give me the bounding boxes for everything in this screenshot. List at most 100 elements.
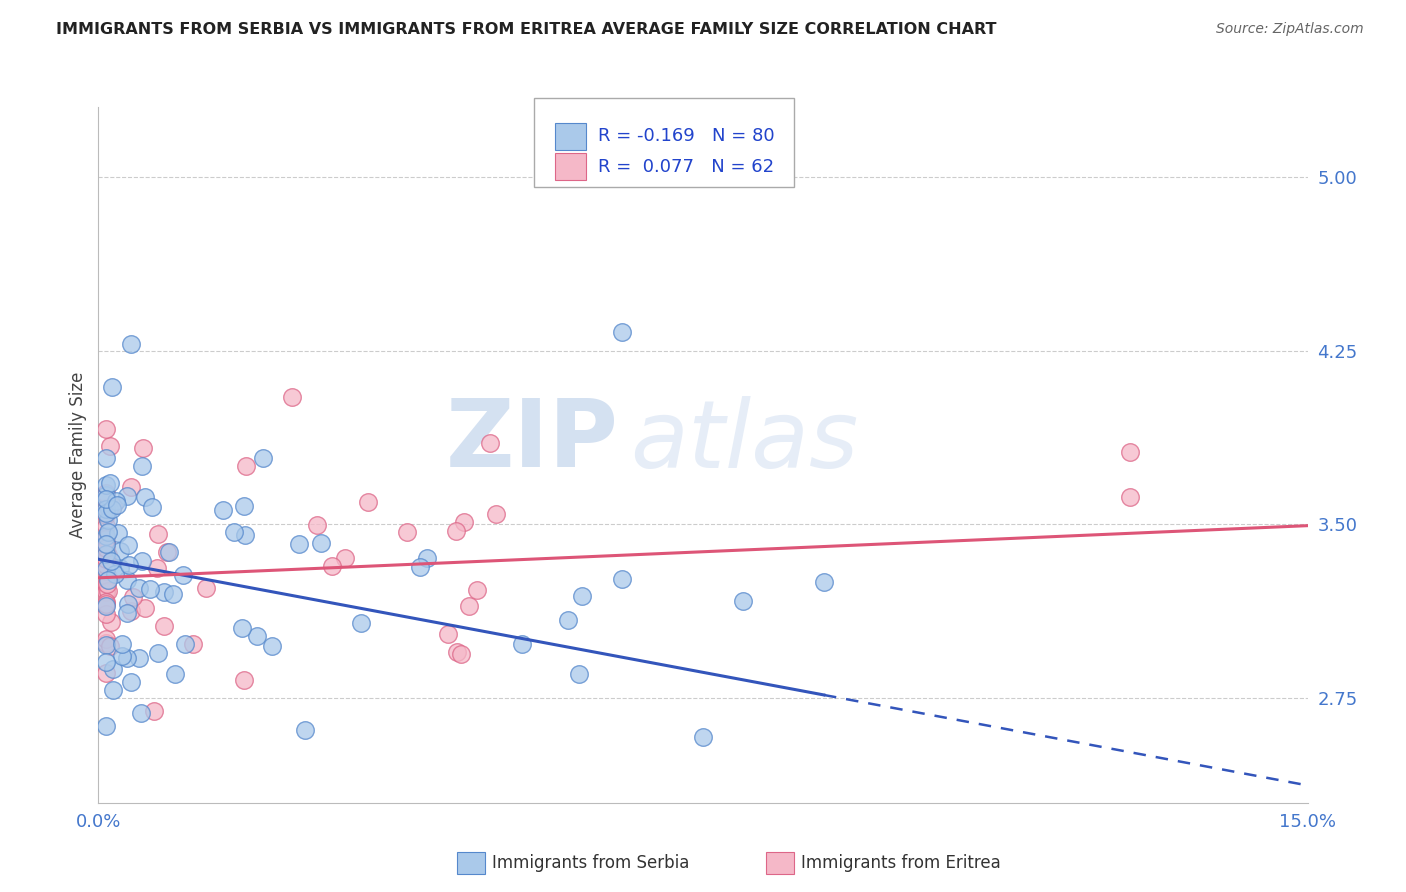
Point xyxy=(437,627,460,641)
Point xyxy=(321,558,343,573)
Point xyxy=(96,607,118,621)
Point xyxy=(444,524,467,539)
Point xyxy=(557,613,579,627)
Point xyxy=(131,554,153,568)
Point xyxy=(121,590,143,604)
Point xyxy=(96,451,118,466)
Point xyxy=(195,581,218,595)
Point xyxy=(96,531,118,545)
Point xyxy=(101,682,124,697)
Point xyxy=(96,552,118,566)
Point xyxy=(96,501,118,516)
Point xyxy=(96,719,118,733)
Point xyxy=(96,576,118,591)
Point xyxy=(146,527,169,541)
Point xyxy=(115,573,138,587)
Point xyxy=(96,636,118,650)
Point xyxy=(96,478,118,492)
Point xyxy=(100,615,122,629)
Point xyxy=(96,599,118,613)
Text: Immigrants from Eritrea: Immigrants from Eritrea xyxy=(801,854,1001,871)
Point xyxy=(96,638,118,652)
Point xyxy=(396,524,419,539)
Point xyxy=(157,545,180,559)
Point xyxy=(98,439,121,453)
Point xyxy=(465,582,488,597)
Point xyxy=(96,541,118,556)
Point xyxy=(132,441,155,455)
Point xyxy=(97,570,120,584)
Text: R =  0.077   N = 62: R = 0.077 N = 62 xyxy=(598,158,773,176)
Point xyxy=(153,585,176,599)
Point xyxy=(96,501,118,516)
Point xyxy=(146,646,169,660)
Point xyxy=(98,502,121,516)
Point xyxy=(512,637,534,651)
Point xyxy=(108,544,131,558)
Point xyxy=(96,492,118,507)
Point xyxy=(485,507,508,521)
Point xyxy=(96,541,118,556)
Point xyxy=(96,547,118,561)
Text: IMMIGRANTS FROM SERBIA VS IMMIGRANTS FROM ERITREA AVERAGE FAMILY SIZE CORRELATIO: IMMIGRANTS FROM SERBIA VS IMMIGRANTS FRO… xyxy=(56,22,997,37)
Point xyxy=(235,458,257,473)
Point xyxy=(153,619,176,633)
Point xyxy=(110,561,132,575)
Point xyxy=(450,647,472,661)
Point xyxy=(260,639,283,653)
Text: ZIP: ZIP xyxy=(446,395,619,487)
Point xyxy=(96,488,118,502)
Point xyxy=(232,499,254,513)
Point xyxy=(409,559,432,574)
Point xyxy=(101,502,124,516)
Point xyxy=(309,536,332,550)
Point xyxy=(163,666,186,681)
Point xyxy=(231,621,253,635)
Point xyxy=(612,325,634,339)
Point xyxy=(813,575,835,590)
Point xyxy=(117,538,139,552)
Point xyxy=(333,550,356,565)
Y-axis label: Average Family Size: Average Family Size xyxy=(69,372,87,538)
Point xyxy=(96,422,118,436)
Point xyxy=(356,494,378,508)
Point xyxy=(128,581,150,595)
Point xyxy=(233,673,256,687)
Point xyxy=(96,508,118,522)
Point xyxy=(96,531,118,545)
Point xyxy=(458,599,481,613)
Point xyxy=(96,585,118,599)
Point xyxy=(692,847,714,861)
Point xyxy=(96,665,118,680)
Point xyxy=(134,491,156,505)
Point xyxy=(117,597,139,611)
Point xyxy=(156,545,179,559)
Point xyxy=(104,566,127,581)
Point xyxy=(568,667,591,681)
Point xyxy=(131,706,153,720)
Point xyxy=(96,506,118,520)
Point xyxy=(139,582,162,596)
Point xyxy=(416,551,439,566)
Point xyxy=(111,648,134,663)
Point xyxy=(117,490,139,504)
Point xyxy=(128,651,150,665)
Point xyxy=(174,637,197,651)
Text: atlas: atlas xyxy=(630,395,859,486)
Point xyxy=(233,528,256,542)
Point xyxy=(100,554,122,568)
Point xyxy=(294,723,316,737)
Point xyxy=(350,615,373,630)
Point xyxy=(453,515,475,529)
Point xyxy=(96,558,118,573)
Point xyxy=(96,533,118,547)
Point xyxy=(96,486,118,500)
Point xyxy=(134,601,156,615)
Point xyxy=(131,458,153,473)
Point xyxy=(446,645,468,659)
Point xyxy=(101,380,124,394)
Point xyxy=(98,476,121,491)
Point xyxy=(97,513,120,527)
Point xyxy=(105,493,128,508)
Point xyxy=(143,704,166,718)
